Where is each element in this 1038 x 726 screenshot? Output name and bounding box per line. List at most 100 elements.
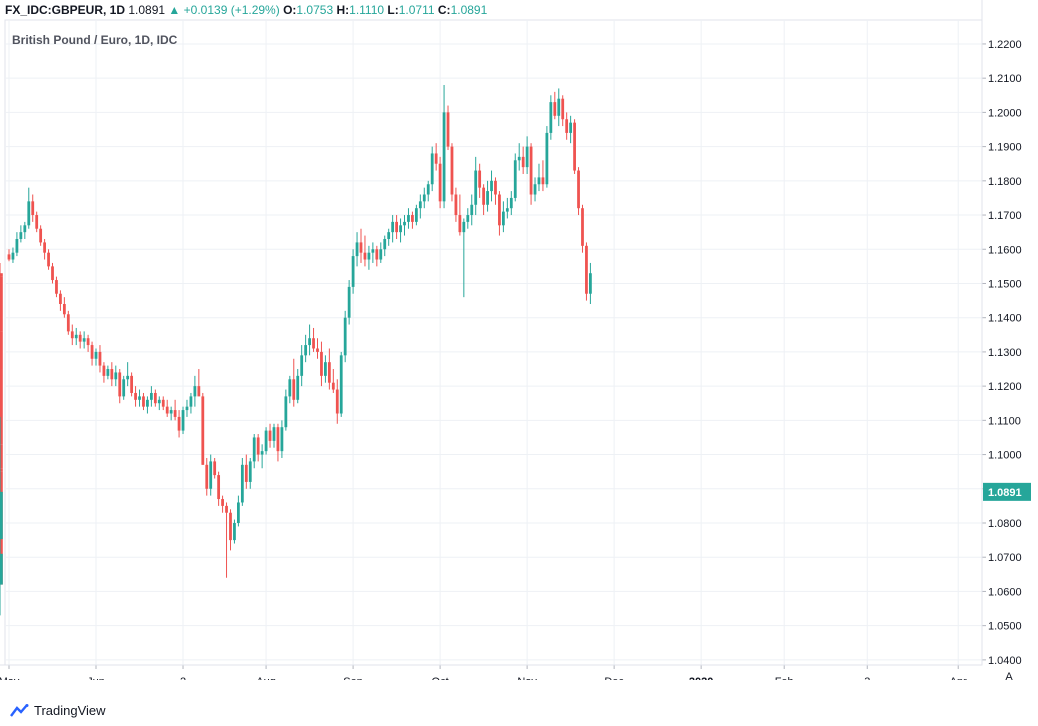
candle-body bbox=[248, 461, 252, 482]
candle-body bbox=[260, 451, 264, 455]
candle bbox=[153, 389, 157, 407]
candle bbox=[292, 358, 296, 407]
candle-body bbox=[130, 375, 134, 393]
candle bbox=[573, 119, 576, 174]
candle bbox=[66, 310, 70, 335]
candle bbox=[102, 362, 106, 383]
candle bbox=[149, 386, 153, 407]
candlestick-chart[interactable]: British Pound / Euro, 1D, IDC 1.2200 1.21… bbox=[0, 0, 1033, 680]
time-tick-label: Sep bbox=[343, 676, 363, 680]
candle bbox=[549, 95, 553, 140]
candle-body bbox=[569, 122, 573, 133]
price-tick-label: 1.2100 bbox=[988, 73, 1022, 85]
candle-body bbox=[86, 338, 90, 346]
candle-body bbox=[581, 208, 584, 246]
candle bbox=[458, 194, 462, 236]
change-up-icon: ▲ bbox=[168, 3, 181, 17]
candle-body bbox=[149, 392, 153, 400]
candle bbox=[225, 502, 228, 578]
candle-body bbox=[545, 132, 549, 185]
candle-body bbox=[529, 146, 533, 195]
price-tick-label: 1.0600 bbox=[988, 586, 1022, 598]
candle bbox=[589, 262, 592, 305]
candle-body bbox=[422, 194, 426, 202]
candle bbox=[229, 509, 232, 551]
candle-body bbox=[403, 221, 406, 226]
candle-body bbox=[122, 379, 126, 397]
last-price-label: 1.0891 bbox=[988, 487, 1022, 499]
price-axis[interactable]: 1.2200 1.2100 1.2000 1.1900 1.1800 1.1700 1.16… bbox=[981, 0, 1031, 667]
price-change: +0.0139 (+1.29%) bbox=[183, 3, 280, 17]
branding[interactable]: TradingView bbox=[10, 701, 106, 721]
auto-scale-button[interactable]: A bbox=[1005, 671, 1013, 683]
chart-area[interactable]: British Pound / Euro, 1D, IDC 1.2200 1.21… bbox=[0, 0, 1031, 680]
candle-body bbox=[0, 276, 3, 305]
candle-body bbox=[490, 180, 493, 192]
candle bbox=[7, 249, 11, 262]
candle-body bbox=[375, 249, 379, 260]
candle bbox=[581, 204, 584, 253]
candle bbox=[395, 215, 398, 239]
candle bbox=[513, 153, 517, 202]
candle-body bbox=[225, 505, 228, 513]
candle bbox=[169, 406, 173, 421]
price-tick-label: 1.1400 bbox=[988, 313, 1022, 325]
candle bbox=[446, 105, 450, 151]
candle bbox=[569, 115, 573, 144]
candle bbox=[0, 365, 3, 452]
candle-body bbox=[173, 410, 177, 417]
candle bbox=[434, 143, 438, 171]
candle bbox=[209, 454, 213, 496]
low-value: 1.0711 bbox=[398, 3, 435, 17]
price-tick-label: 1.2000 bbox=[988, 107, 1022, 119]
branding-text: TradingView bbox=[34, 703, 106, 718]
candle-body bbox=[0, 491, 3, 540]
candle-body bbox=[577, 170, 580, 209]
time-tick-label: Feb bbox=[775, 676, 794, 680]
time-tick-label: Aug bbox=[256, 676, 276, 680]
candle-body bbox=[501, 211, 505, 226]
candle bbox=[494, 177, 497, 205]
candle-body bbox=[430, 153, 434, 185]
candle bbox=[335, 379, 339, 424]
candle-body bbox=[434, 153, 438, 164]
candle bbox=[221, 495, 224, 513]
candle-body bbox=[272, 427, 276, 441]
candle-body bbox=[296, 375, 300, 400]
candle bbox=[74, 327, 78, 346]
candle-body bbox=[312, 338, 315, 349]
candle bbox=[15, 232, 19, 257]
candle-body bbox=[533, 184, 537, 195]
candle bbox=[185, 399, 189, 417]
candle bbox=[482, 184, 486, 216]
candle-body bbox=[59, 293, 62, 305]
symbol-header: FX_IDC:GBPEUR, 1D 1.0891 ▲ +0.0139 (+1.2… bbox=[0, 0, 1038, 20]
candle bbox=[521, 146, 525, 174]
candle-body bbox=[438, 163, 442, 202]
candle-body bbox=[284, 396, 288, 428]
candle-body bbox=[351, 256, 355, 287]
time-tick-label: Apr bbox=[950, 676, 967, 680]
time-tick-label: 3 bbox=[864, 676, 870, 680]
candle bbox=[509, 191, 513, 216]
candle-body bbox=[0, 273, 3, 277]
candle bbox=[300, 345, 304, 387]
candle bbox=[343, 310, 347, 363]
time-axis[interactable]: May Jun 2 Aug Sep Oct Nov Dec 2020 Feb 3 Apr bbox=[0, 664, 982, 680]
candle-body bbox=[244, 464, 248, 482]
candle bbox=[23, 221, 27, 239]
time-tick-label: 2 bbox=[180, 676, 186, 680]
candle-body bbox=[161, 399, 165, 407]
candle bbox=[193, 375, 197, 407]
candle bbox=[130, 372, 134, 397]
symbol-name[interactable]: FX_IDC:GBPEUR, 1D bbox=[5, 3, 126, 17]
candle bbox=[39, 225, 43, 246]
candle bbox=[31, 194, 35, 222]
candle bbox=[268, 423, 272, 448]
candle-body bbox=[114, 372, 118, 380]
candle bbox=[359, 228, 363, 263]
time-tick-label: Jun bbox=[87, 676, 105, 680]
price-tick-label: 1.1600 bbox=[988, 244, 1022, 256]
open-value: 1.0753 bbox=[296, 3, 334, 17]
candle bbox=[288, 375, 292, 404]
